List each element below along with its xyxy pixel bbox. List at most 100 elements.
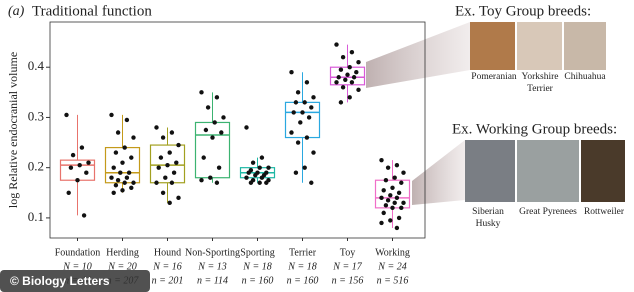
data-point bbox=[302, 100, 307, 105]
data-point bbox=[214, 180, 220, 185]
data-point bbox=[66, 190, 71, 195]
watermark: © Biology Letters bbox=[10, 274, 110, 288]
data-point bbox=[304, 80, 310, 85]
dog-photo bbox=[517, 140, 579, 202]
data-point bbox=[244, 175, 249, 180]
data-point bbox=[248, 180, 254, 185]
data-point bbox=[212, 120, 217, 125]
data-point bbox=[129, 185, 134, 190]
data-point bbox=[81, 213, 87, 218]
data-point bbox=[388, 193, 393, 198]
data-point bbox=[354, 70, 359, 75]
breed-name: Husky bbox=[476, 219, 501, 229]
data-point bbox=[351, 75, 357, 80]
x-tick-label: Working bbox=[375, 247, 410, 258]
data-point bbox=[399, 180, 404, 185]
data-point bbox=[118, 170, 123, 175]
group-n: n = 156 bbox=[332, 275, 364, 286]
data-point bbox=[109, 112, 114, 118]
data-point bbox=[349, 49, 355, 55]
group-N: N = 17 bbox=[332, 261, 362, 272]
data-point bbox=[126, 170, 132, 175]
data-point bbox=[64, 112, 69, 118]
data-point bbox=[340, 54, 346, 60]
group-n: n = 114 bbox=[197, 275, 228, 286]
data-point bbox=[396, 215, 402, 221]
data-point bbox=[219, 130, 224, 135]
data-point bbox=[336, 75, 341, 80]
box bbox=[194, 121, 231, 179]
data-point bbox=[264, 180, 269, 185]
data-point bbox=[390, 185, 395, 190]
x-tick-label: Foundation bbox=[55, 247, 101, 258]
dog-photo bbox=[465, 140, 515, 202]
group-n: n = 160 bbox=[242, 275, 274, 286]
data-point bbox=[216, 165, 222, 170]
data-point bbox=[394, 225, 400, 231]
data-point bbox=[124, 175, 130, 180]
data-point bbox=[385, 165, 391, 170]
data-point bbox=[131, 180, 136, 185]
data-point bbox=[257, 165, 262, 170]
data-point bbox=[115, 178, 121, 183]
data-point bbox=[309, 180, 314, 185]
data-point bbox=[111, 190, 116, 195]
y-axis-label: log Relative endocranial volume bbox=[6, 52, 20, 208]
data-point bbox=[289, 70, 294, 75]
data-point bbox=[115, 130, 121, 135]
data-point bbox=[160, 190, 166, 195]
data-point bbox=[176, 195, 181, 201]
data-point bbox=[246, 170, 251, 175]
y-tick-label: 0.2 bbox=[28, 159, 44, 174]
data-point bbox=[401, 200, 406, 206]
group-N: N = 18 bbox=[287, 261, 316, 272]
data-point bbox=[356, 87, 361, 93]
data-point bbox=[79, 145, 85, 150]
group-n: n = 201 bbox=[152, 275, 184, 286]
data-point bbox=[399, 205, 404, 211]
data-point bbox=[109, 175, 114, 180]
data-point bbox=[203, 127, 209, 133]
data-point bbox=[75, 178, 80, 183]
y-tick-label: 0.3 bbox=[28, 108, 44, 123]
data-point bbox=[401, 170, 406, 175]
data-point bbox=[68, 165, 74, 170]
data-point bbox=[347, 95, 352, 100]
data-point bbox=[298, 120, 303, 125]
data-point bbox=[163, 175, 168, 180]
data-point bbox=[356, 59, 361, 65]
dog-photo bbox=[564, 22, 606, 70]
data-point bbox=[113, 183, 119, 188]
callout-title: Ex. Toy Group breeds: bbox=[455, 3, 591, 19]
data-point bbox=[86, 160, 91, 165]
data-point bbox=[293, 170, 299, 175]
breed-name: Siberian bbox=[472, 207, 504, 217]
data-point bbox=[302, 165, 307, 170]
breed-name: Yorkshire bbox=[521, 72, 558, 82]
data-point bbox=[379, 195, 384, 201]
data-point bbox=[388, 218, 393, 223]
data-point bbox=[253, 173, 258, 178]
data-point bbox=[304, 135, 310, 140]
data-point bbox=[396, 190, 402, 195]
data-point bbox=[165, 162, 170, 168]
data-point bbox=[257, 180, 262, 185]
data-point bbox=[334, 80, 339, 85]
data-point bbox=[293, 100, 299, 105]
x-tick-label: Toy bbox=[340, 247, 355, 258]
group-N: N = 10 bbox=[62, 261, 91, 272]
data-point bbox=[347, 65, 352, 70]
x-tick-label: Hound bbox=[154, 247, 181, 258]
breed-name: Great Pyrenees bbox=[519, 207, 577, 217]
breed-name: Chihuahua bbox=[564, 72, 606, 82]
data-point bbox=[250, 160, 256, 165]
data-point bbox=[169, 130, 175, 135]
group-N: N = 20 bbox=[107, 261, 136, 272]
data-point bbox=[379, 220, 384, 226]
y-tick-label: 0.4 bbox=[28, 58, 45, 73]
group-N: N = 16 bbox=[152, 261, 181, 272]
data-point bbox=[131, 135, 136, 140]
data-point bbox=[122, 145, 127, 150]
data-point bbox=[171, 170, 177, 175]
